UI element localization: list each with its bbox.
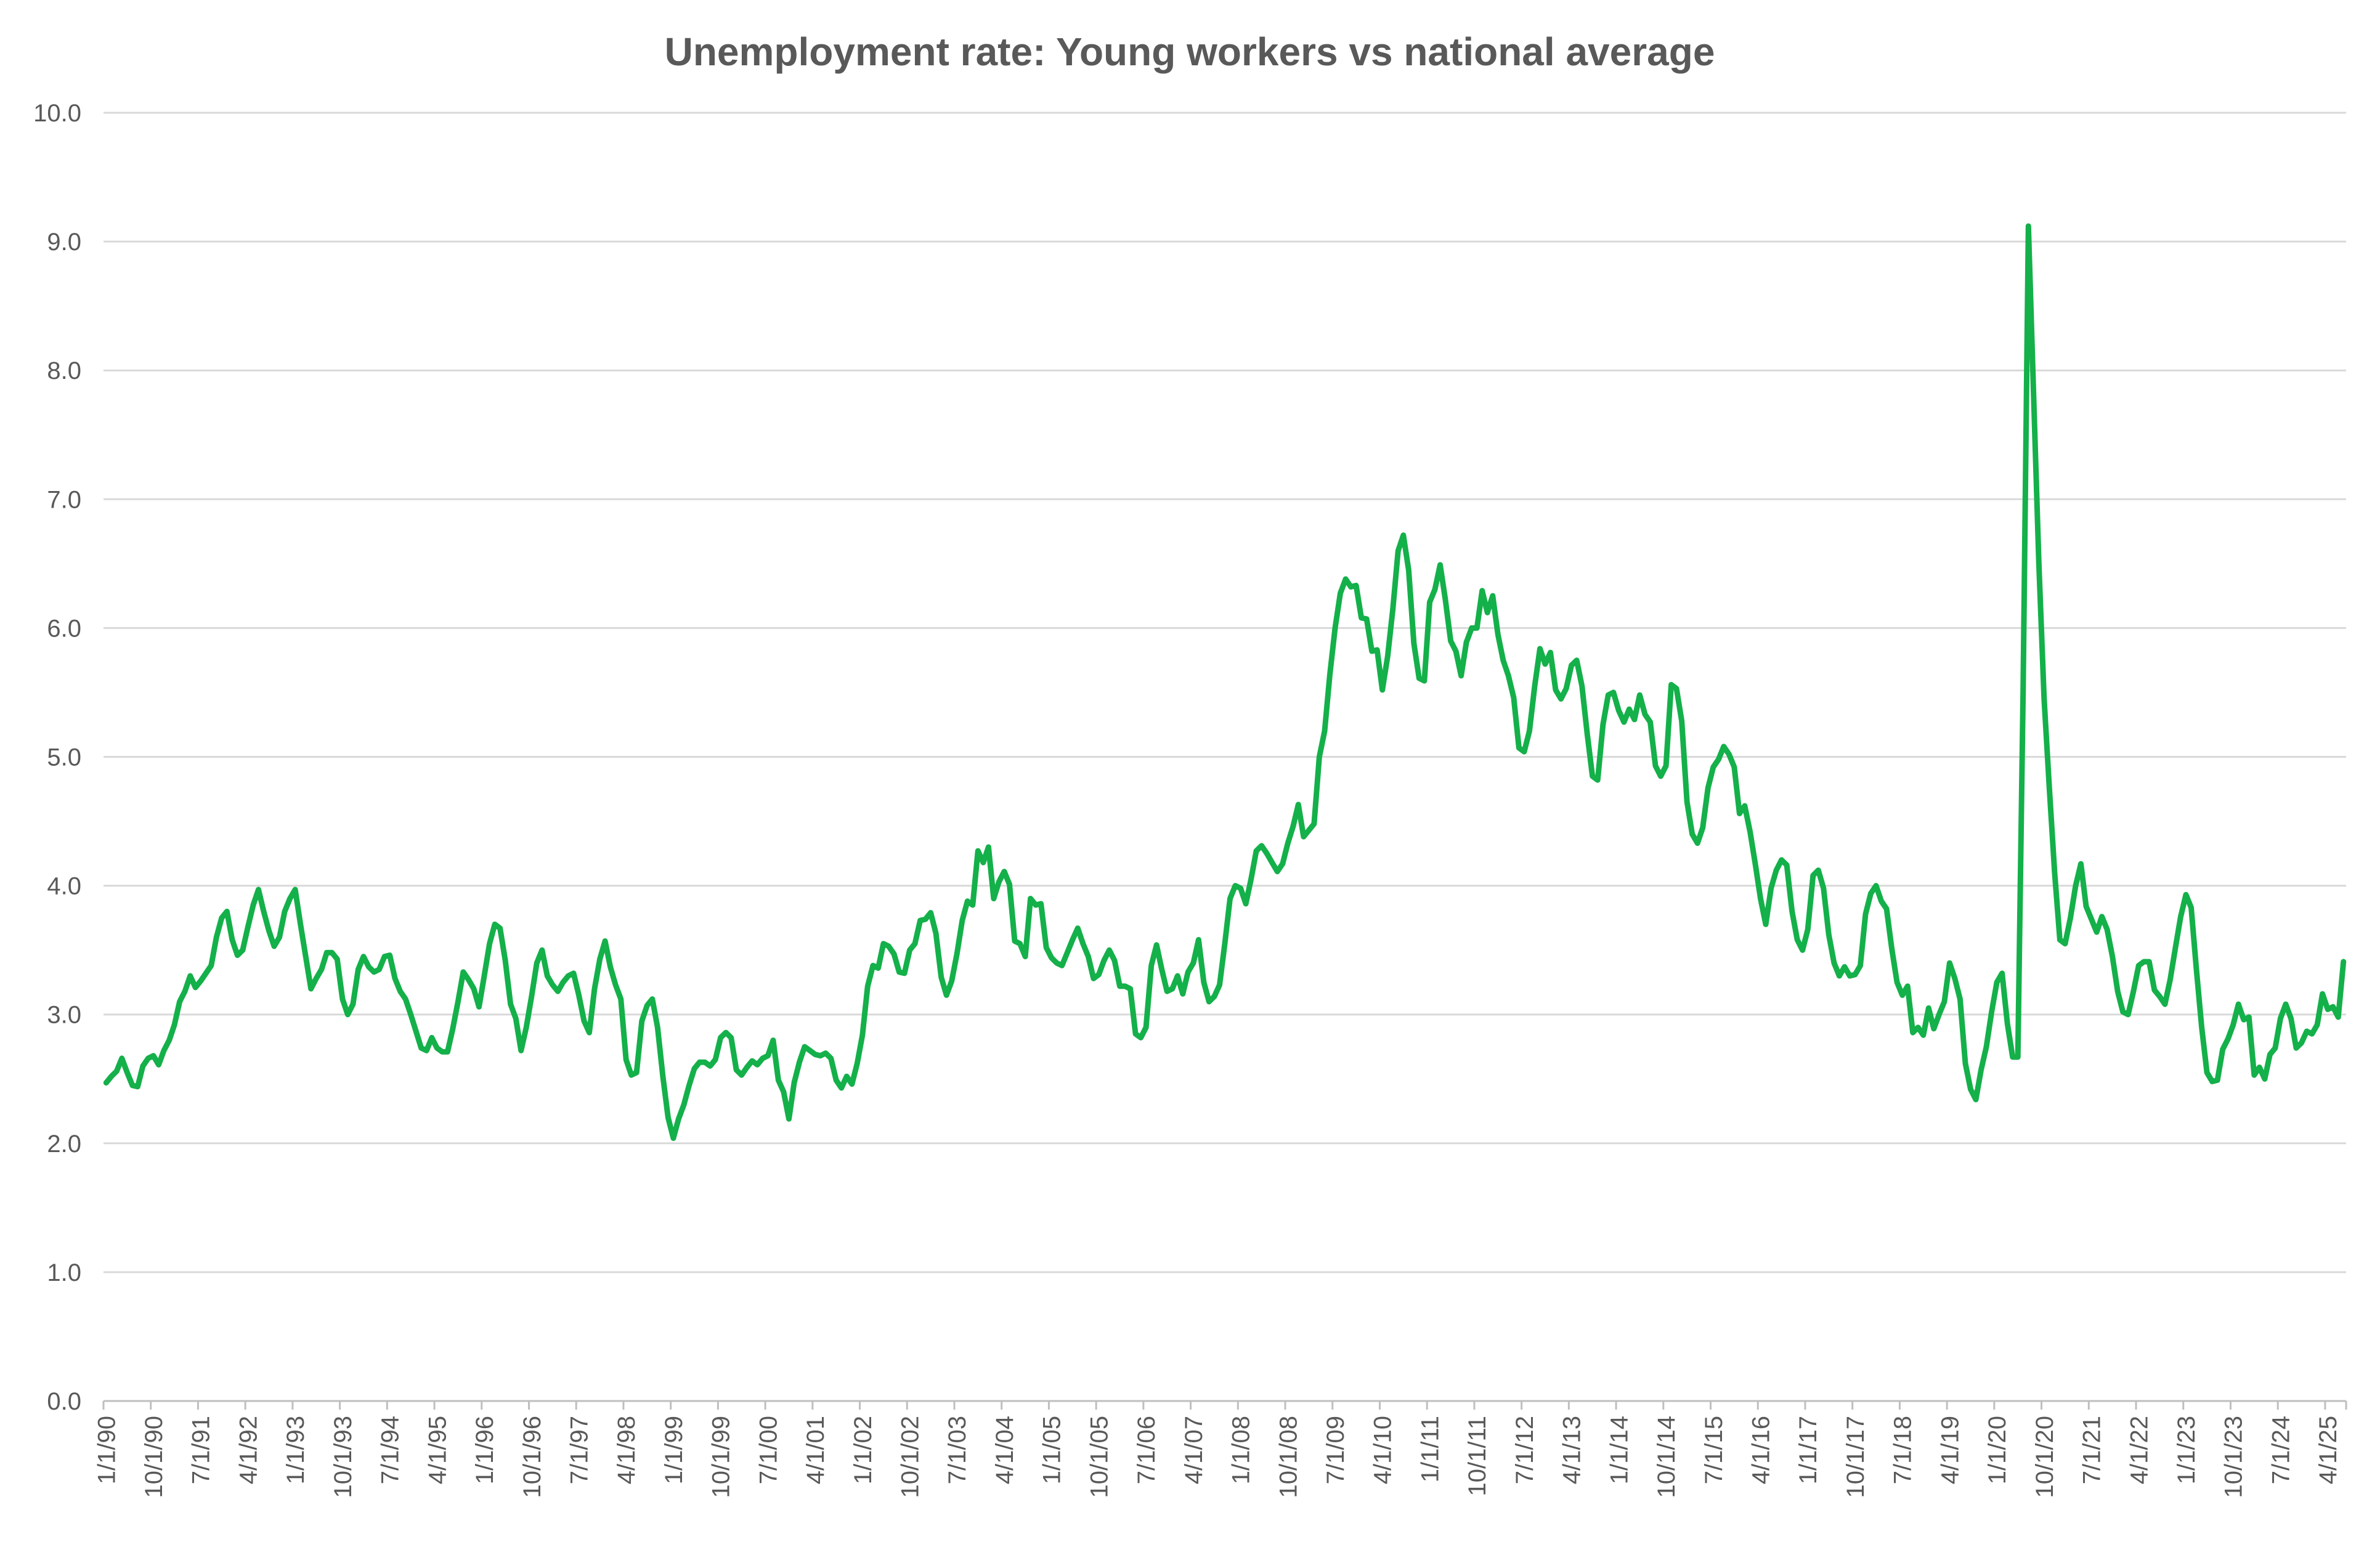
x-tick-label: 1/1/05 bbox=[1039, 1416, 1066, 1484]
x-tick-label: 7/1/97 bbox=[566, 1416, 593, 1484]
x-tick-label: 1/1/23 bbox=[2173, 1416, 2200, 1484]
y-axis-tick-labels: 0.0 1.0 2.0 3.0 4.0 5.0 6.0 7.0 8.0 9.0 10.0 bbox=[33, 100, 81, 1415]
x-tick-label: 10/1/17 bbox=[1842, 1416, 1869, 1498]
x-tick-label: 10/1/90 bbox=[140, 1416, 168, 1498]
x-tick-label: 1/1/20 bbox=[1984, 1416, 2011, 1484]
x-tick-label: 4/1/16 bbox=[1748, 1416, 1775, 1484]
x-tick-label: 7/1/21 bbox=[2079, 1416, 2106, 1484]
y-tick-label: 3.0 bbox=[47, 1002, 81, 1029]
x-tick-label: 7/1/24 bbox=[2267, 1416, 2294, 1484]
x-tick-label: 10/1/02 bbox=[897, 1416, 924, 1498]
y-tick-label: 1.0 bbox=[47, 1259, 81, 1286]
x-tick-label: 1/1/90 bbox=[93, 1416, 120, 1484]
x-axis-ticks: 1/1/90 10/1/90 7/1/91 4/1/92 1/1/93 10/1/93 7/… bbox=[93, 1401, 2347, 1498]
series-line bbox=[103, 223, 2347, 1141]
x-tick-label: 7/1/15 bbox=[1700, 1416, 1728, 1484]
x-tick-label: 7/1/91 bbox=[188, 1416, 215, 1484]
x-tick-label: 7/1/00 bbox=[755, 1416, 782, 1484]
x-tick-label: 4/1/25 bbox=[2315, 1416, 2342, 1484]
x-tick-label: 10/1/14 bbox=[1653, 1416, 1680, 1498]
x-tick-label: 10/1/05 bbox=[1086, 1416, 1113, 1498]
x-tick-label: 10/1/93 bbox=[330, 1416, 357, 1498]
x-tick-label: 1/1/14 bbox=[1606, 1416, 1633, 1484]
x-tick-label: 10/1/08 bbox=[1275, 1416, 1302, 1498]
x-tick-label: 7/1/09 bbox=[1322, 1416, 1349, 1484]
x-tick-label: 4/1/10 bbox=[1370, 1416, 1397, 1484]
x-tick-label: 4/1/98 bbox=[613, 1416, 640, 1484]
y-tick-label: 5.0 bbox=[47, 744, 81, 771]
x-tick-label: 10/1/99 bbox=[708, 1416, 735, 1498]
x-tick-label: 4/1/07 bbox=[1180, 1416, 1208, 1484]
y-tick-label: 6.0 bbox=[47, 615, 81, 642]
chart-title: Unemployment rate: Young workers vs nati… bbox=[665, 30, 1715, 74]
x-tick-label: 4/1/22 bbox=[2126, 1416, 2153, 1484]
x-tick-label: 4/1/92 bbox=[235, 1416, 262, 1484]
x-tick-label: 7/1/94 bbox=[377, 1416, 404, 1484]
y-tick-label: 8.0 bbox=[47, 357, 81, 384]
x-tick-label: 10/1/96 bbox=[519, 1416, 546, 1498]
x-tick-label: 1/1/93 bbox=[282, 1416, 309, 1484]
x-tick-label: 7/1/06 bbox=[1133, 1416, 1160, 1484]
x-tick-label: 10/1/23 bbox=[2220, 1416, 2248, 1498]
x-tick-label: 4/1/13 bbox=[1559, 1416, 1586, 1484]
x-tick-label: 4/1/95 bbox=[424, 1416, 451, 1484]
x-tick-label: 7/1/12 bbox=[1511, 1416, 1538, 1484]
series-layer bbox=[103, 223, 2347, 1141]
x-tick-label: 1/1/99 bbox=[660, 1416, 688, 1484]
x-tick-label: 1/1/02 bbox=[850, 1416, 877, 1484]
y-tick-label: 4.0 bbox=[47, 873, 81, 900]
x-tick-label: 1/1/96 bbox=[471, 1416, 498, 1484]
y-tick-label: 7.0 bbox=[47, 486, 81, 513]
y-tick-label: 2.0 bbox=[47, 1131, 81, 1158]
x-tick-label: 4/1/01 bbox=[802, 1416, 829, 1484]
x-tick-label: 10/1/20 bbox=[2031, 1416, 2058, 1498]
x-tick-label: 7/1/03 bbox=[944, 1416, 971, 1484]
y-tick-label: 0.0 bbox=[47, 1388, 81, 1415]
y-tick-label: 9.0 bbox=[47, 229, 81, 256]
y-tick-label: 10.0 bbox=[33, 100, 81, 127]
x-tick-label: 10/1/11 bbox=[1464, 1416, 1491, 1496]
gridlines bbox=[104, 112, 2346, 1273]
x-tick-label: 1/1/11 bbox=[1416, 1416, 1444, 1482]
x-tick-label: 1/1/08 bbox=[1228, 1416, 1255, 1484]
x-tick-label: 7/1/18 bbox=[1890, 1416, 1917, 1484]
x-tick-label: 4/1/19 bbox=[1936, 1416, 1964, 1484]
x-tick-label: 4/1/04 bbox=[991, 1416, 1018, 1484]
x-tick-label: 1/1/17 bbox=[1795, 1416, 1822, 1484]
